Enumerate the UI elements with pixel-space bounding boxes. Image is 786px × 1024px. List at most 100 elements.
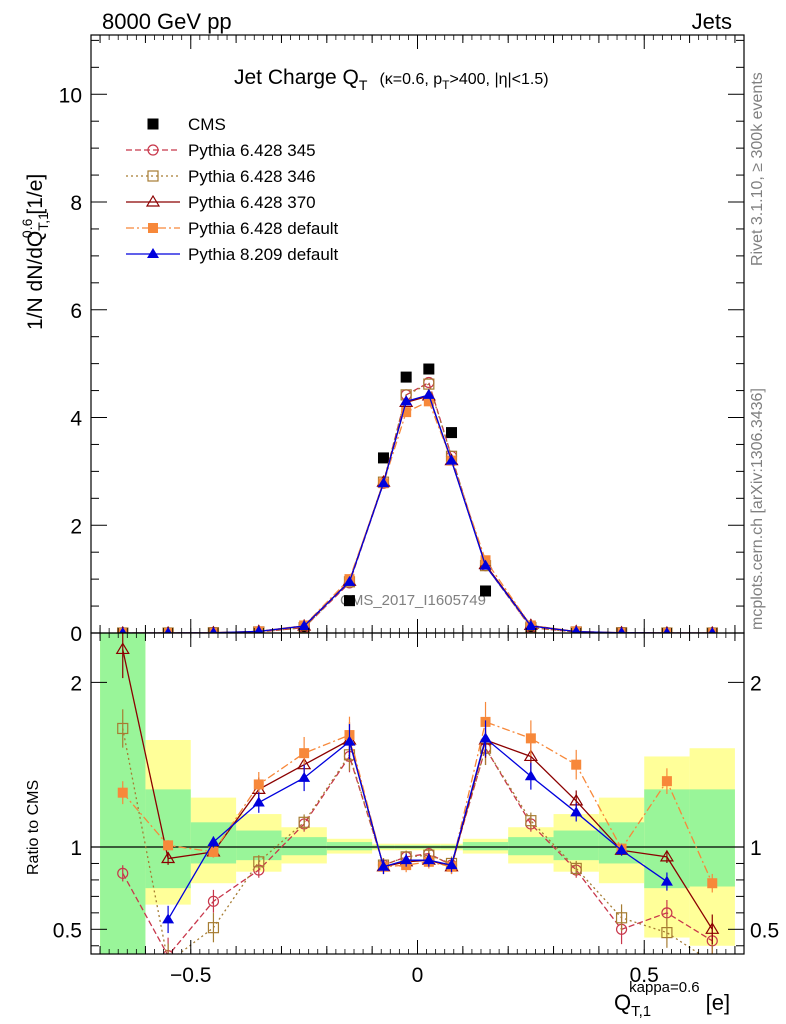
ratio-point-p6def — [208, 846, 219, 857]
series-point-p6def — [401, 407, 412, 418]
series-point-p8def — [119, 627, 127, 633]
ratio-point-p8def — [377, 860, 390, 871]
ratio-line-p8def — [167, 737, 668, 920]
series-point-p8def — [298, 619, 311, 630]
series-point-p8def — [164, 627, 172, 633]
x-axis-label-sup: kappa=0.6 — [629, 979, 699, 996]
cms-point — [377, 452, 389, 464]
header-left: 8000 GeV pp — [102, 9, 232, 34]
ratio-point-p345 — [207, 895, 220, 907]
y-tick-label: 0 — [70, 623, 82, 646]
legend-marker-p6def — [148, 223, 158, 233]
ratio-point-p346 — [298, 816, 310, 828]
ratio-point-p370 — [161, 851, 176, 864]
ratio-point-p8def — [445, 859, 458, 870]
y-tick-label: 8 — [70, 192, 82, 215]
legend-label-p6def: Pythia 6.428 default — [188, 219, 339, 238]
ratio-point-p346 — [570, 862, 582, 875]
band-inner-12 — [553, 830, 599, 861]
band-inner-1 — [145, 789, 191, 889]
band-inner-4 — [281, 837, 327, 856]
ratio-line-p345 — [122, 746, 713, 954]
ratio-point-p346 — [525, 815, 537, 827]
series-point-p6def — [423, 396, 434, 407]
ratio-point-p345 — [117, 867, 129, 879]
ratio-plot — [115, 633, 720, 967]
cms-point — [480, 585, 492, 597]
ratio-point-p8def — [422, 854, 435, 865]
analysis-watermark: CMS_2017_I1605749 — [340, 592, 486, 609]
y-axis-label: 1/N dN/dQT,10.6[1/e] — [19, 174, 51, 330]
series-point-p8def — [422, 388, 435, 399]
band-inner-10 — [462, 842, 509, 851]
ratio-point-p6def — [571, 759, 582, 770]
axes: −0.5 0 0.5 0 2 4 6 8 10 0.5 0.5 1 1 2 2 — [53, 34, 779, 987]
ratio-line-p346 — [122, 728, 701, 954]
legend-label-p370: Pythia 6.428 370 — [188, 193, 316, 212]
ratio-point-p6def — [117, 787, 128, 798]
x-axis-label-sub: T,1 — [631, 1003, 651, 1020]
ratio-point-p8def — [615, 844, 628, 855]
cms-point — [400, 371, 412, 383]
ratio-point-p370 — [659, 849, 674, 862]
band-inner-5 — [326, 842, 373, 851]
ratio-y-tick-label: 1 — [70, 837, 82, 860]
legend-marker-p346 — [147, 170, 159, 182]
rivet-label: Rivet 3.1.10, ≥ 300k events — [749, 72, 766, 266]
x-axis-label-unit: [e] — [706, 990, 730, 1015]
legend-label-p346: Pythia 6.428 346 — [188, 167, 316, 186]
ratio-point-p8def — [162, 913, 175, 924]
chart-title-sub: T — [359, 77, 368, 93]
ratio-point-p6def — [163, 840, 174, 851]
chart-title: Jet Charge QT (κ=0.6, pT>400, |η|<1.5) — [234, 66, 549, 93]
chart-title-cond-a: (κ=0.6, p — [379, 71, 442, 88]
ratio-line-p370 — [122, 649, 713, 930]
y-tick-label: 2 — [70, 515, 82, 538]
x-tick-label: 0 — [412, 964, 424, 987]
ratio-y-tick-label-right: 0.5 — [750, 919, 779, 942]
legend-label-cms: CMS — [188, 115, 226, 134]
ratio-point-p6def — [661, 776, 672, 787]
ratio-point-p346 — [207, 922, 220, 934]
x-tick-label: −0.5 — [170, 964, 211, 987]
series-point-p8def — [343, 575, 356, 586]
ratio-point-p8def — [524, 770, 537, 781]
ratio-y-axis-label: Ratio to CMS — [25, 780, 42, 875]
series-point-p8def — [663, 627, 671, 633]
ratio-point-p8def — [660, 875, 673, 886]
cms-point — [343, 595, 355, 607]
ratio-point-p8def — [298, 771, 311, 782]
x-axis-label: QT,1kappa=0.6[e] — [614, 979, 730, 1020]
ratio-point-p8def — [207, 836, 220, 847]
y-tick-label: 6 — [70, 300, 82, 323]
ratio-point-p370 — [523, 749, 538, 762]
ratio-y-tick-label: 2 — [70, 672, 82, 695]
x-tick-label: 0.5 — [630, 964, 659, 987]
ratio-point-p6def — [707, 878, 718, 889]
legend-marker-p370 — [145, 194, 161, 207]
legend-marker-p345 — [147, 144, 159, 156]
ratio-point-p346 — [117, 722, 129, 735]
band-inner-11 — [508, 837, 554, 856]
ratio-point-p346 — [661, 926, 673, 939]
legend-marker-cms — [147, 118, 159, 130]
series-point-p8def — [617, 626, 626, 633]
series-point-p8def — [479, 559, 492, 570]
ratio-point-p346 — [615, 912, 628, 924]
ratio-point-p6def — [299, 748, 310, 759]
series-point-p8def — [524, 619, 537, 630]
series-point-p8def — [254, 625, 264, 633]
band-inner-13 — [598, 822, 645, 864]
ratio-point-p8def — [479, 732, 492, 743]
y-tick-label: 4 — [70, 408, 82, 431]
ratio-y-tick-label-right: 1 — [750, 837, 762, 860]
series-point-p8def — [571, 625, 581, 633]
series-point-p8def — [445, 454, 458, 465]
ratio-line-p6def — [122, 721, 713, 884]
legend: CMS Pythia 6.428 345 Pythia 6.428 346 Pythi… — [126, 115, 339, 264]
ratio-point-p346 — [707, 957, 717, 967]
header-right: Jets — [692, 9, 732, 34]
cms-point — [446, 427, 458, 439]
mcplots-label: mcplots.cern.ch [arXiv:1306.3436] — [749, 388, 766, 630]
series-point-p8def — [377, 477, 390, 488]
